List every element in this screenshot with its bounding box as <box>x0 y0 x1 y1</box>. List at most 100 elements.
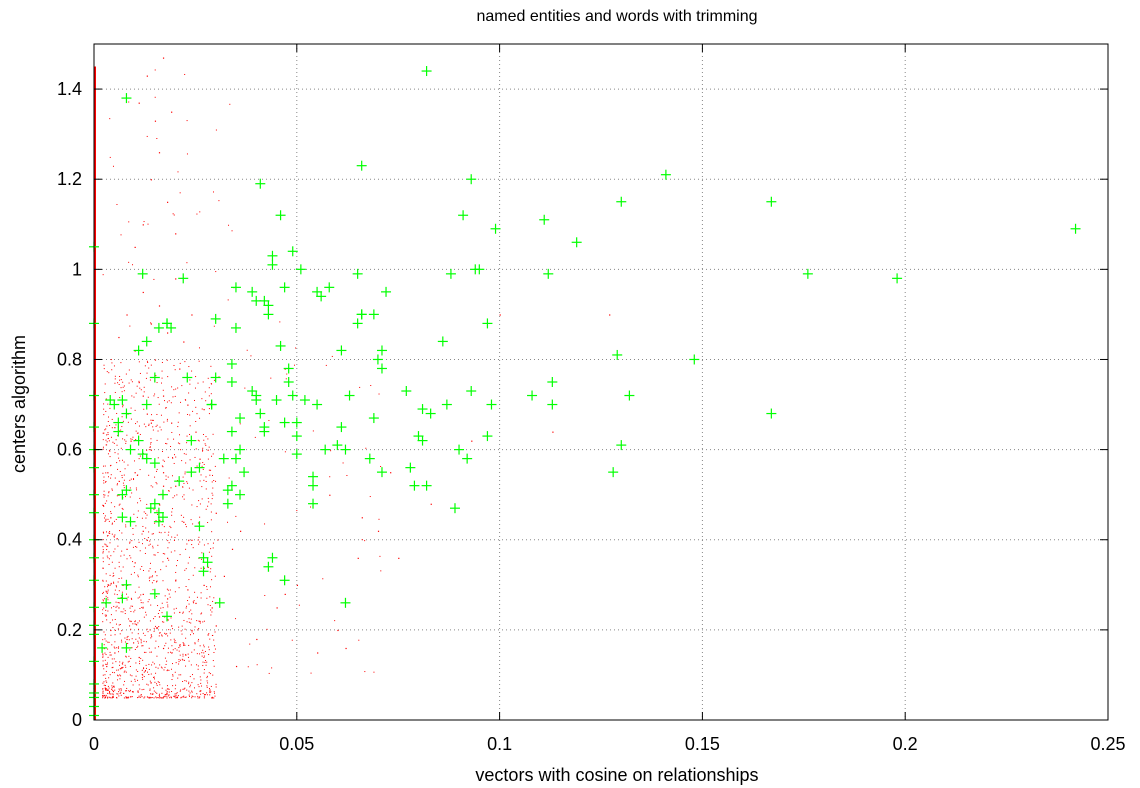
red-dot-point <box>210 365 212 367</box>
red-dot-point <box>186 481 188 483</box>
green-plus-point <box>267 250 278 261</box>
red-dot-point <box>159 504 161 506</box>
red-dot-point <box>107 597 109 599</box>
red-dot-point <box>104 383 106 385</box>
red-dot-point <box>121 577 123 579</box>
green-plus-point <box>247 286 258 297</box>
green-plus-point <box>486 399 497 410</box>
red-dot-point <box>135 623 137 625</box>
red-dot-point <box>171 475 173 477</box>
red-dot-point <box>128 696 130 698</box>
red-dot-point <box>112 627 114 629</box>
red-dot-point <box>112 165 114 167</box>
red-dot-point <box>187 413 189 415</box>
red-dot-point <box>114 506 116 508</box>
green-plus-point <box>417 435 428 446</box>
red-dot-point <box>130 696 132 698</box>
red-dot-point <box>107 696 109 698</box>
red-dot-point <box>208 501 210 503</box>
red-dot-point <box>231 230 233 232</box>
green-plus-point <box>235 413 246 424</box>
x-tick-label: 0.05 <box>279 734 314 754</box>
red-dot-point <box>118 480 120 482</box>
red-dot-point <box>189 459 191 461</box>
green-plus-point <box>291 431 302 442</box>
red-dot-point <box>203 409 205 411</box>
red-dot-point <box>331 355 333 357</box>
red-dot-point <box>430 503 432 505</box>
red-dot-point <box>107 437 109 439</box>
red-dot-point <box>181 520 183 522</box>
red-dot-point <box>102 697 104 699</box>
red-dot-point <box>167 201 169 203</box>
red-dot-point <box>112 696 114 698</box>
red-dot-point <box>161 667 163 669</box>
red-dot-point <box>116 444 118 446</box>
red-dot-point <box>206 685 208 687</box>
red-dot-point <box>189 676 191 678</box>
red-dot-point <box>157 613 159 615</box>
red-dot-point <box>117 647 119 649</box>
red-dot-point <box>196 653 198 655</box>
red-dot-point <box>119 379 121 381</box>
red-dot-point <box>201 655 203 657</box>
red-dot-point <box>126 558 128 560</box>
red-dot-point <box>159 684 161 686</box>
y-tick-label: 0.4 <box>57 530 82 550</box>
red-dot-point <box>206 686 208 688</box>
red-dot-point <box>107 586 109 588</box>
red-dot-series <box>94 57 611 720</box>
red-dot-point <box>179 192 181 194</box>
red-dot-point <box>120 379 122 381</box>
green-plus-point <box>352 268 363 279</box>
red-dot-point <box>124 641 126 643</box>
red-dot-point <box>150 562 152 564</box>
red-dot-point <box>130 418 132 420</box>
red-dot-point <box>108 563 110 565</box>
green-plus-point <box>616 440 627 451</box>
red-dot-point <box>102 549 104 551</box>
red-dot-point <box>105 480 107 482</box>
red-dot-point <box>150 449 152 451</box>
red-dot-point <box>103 482 105 484</box>
red-dot-point <box>377 530 380 532</box>
red-dot-point <box>114 618 116 620</box>
red-dot-point <box>132 691 134 693</box>
red-dot-point <box>130 573 132 575</box>
red-dot-point <box>105 696 107 698</box>
red-dot-point <box>105 609 107 611</box>
red-dot-point <box>203 669 205 671</box>
red-dot-point <box>178 412 180 414</box>
red-dot-point <box>188 683 190 685</box>
red-dot-point <box>113 686 115 688</box>
red-dot-point <box>109 407 111 409</box>
red-dot-point <box>134 409 136 411</box>
red-dot-point <box>105 519 107 521</box>
red-dot-point <box>161 382 163 384</box>
red-dot-point <box>264 594 266 596</box>
red-dot-point <box>127 596 129 598</box>
red-dot-point <box>199 676 201 678</box>
red-dot-point <box>102 600 104 602</box>
red-dot-point <box>191 674 193 676</box>
red-dot-point <box>143 423 145 425</box>
red-dot-point <box>184 73 186 75</box>
red-dot-point <box>111 489 113 491</box>
red-dot-point <box>209 586 211 588</box>
red-dot-point <box>180 401 182 403</box>
red-dot-point <box>146 75 148 77</box>
red-dot-point <box>120 362 122 364</box>
red-dot-point <box>125 696 127 698</box>
red-dot-point <box>199 417 201 419</box>
red-dot-point <box>208 446 210 448</box>
red-dot-point <box>105 439 107 441</box>
red-dot-point <box>122 381 124 383</box>
red-dot-point <box>184 361 186 363</box>
red-dot-point <box>120 597 122 599</box>
red-dot-point <box>114 652 116 654</box>
red-dot-point <box>154 625 156 627</box>
red-dot-point <box>102 690 104 692</box>
red-dot-point <box>206 588 208 590</box>
red-dot-point <box>197 382 199 384</box>
red-dot-point <box>143 408 145 410</box>
